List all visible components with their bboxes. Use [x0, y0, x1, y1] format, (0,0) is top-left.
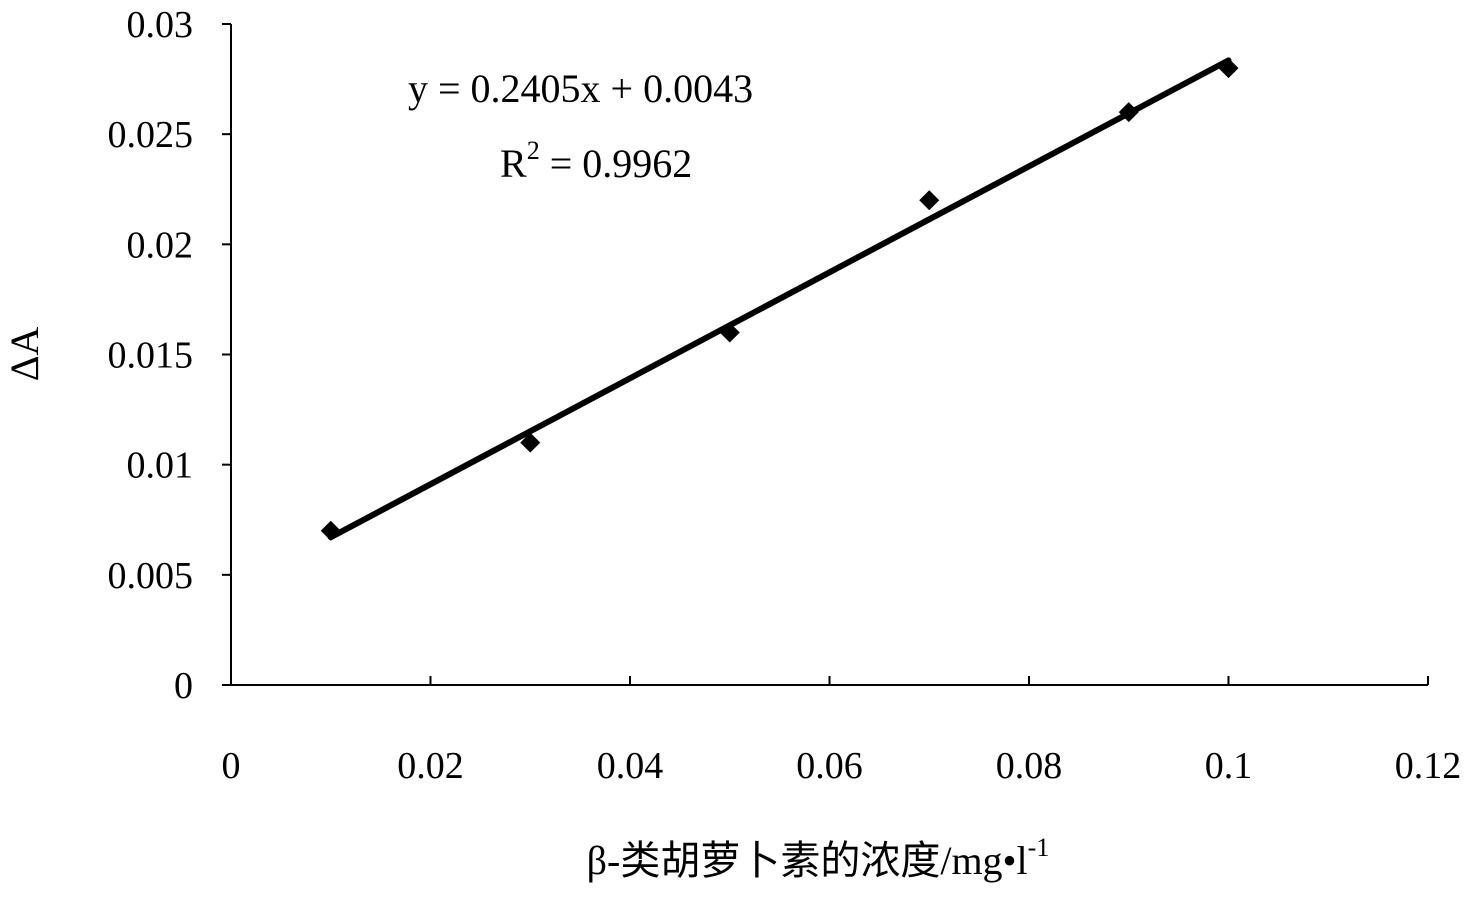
y-tick-label: 0.025 — [108, 114, 194, 156]
y-tick-label: 0.01 — [127, 445, 194, 487]
x-axis-title: β-类胡萝卜素的浓度/mg•l-1 — [587, 833, 1050, 883]
r-squared-annotation: R2 = 0.9962 — [500, 136, 692, 186]
x-tick-label: 0.04 — [597, 745, 664, 787]
y-tick-label: 0.02 — [127, 224, 194, 266]
data-point — [919, 190, 939, 210]
x-tick-label: 0.02 — [397, 745, 464, 787]
axes — [231, 24, 1428, 685]
r-squared-value: = 0.9962 — [540, 141, 693, 186]
y-tick-label: 0.03 — [127, 4, 194, 46]
y-ticks: 0 0.005 0.01 0.015 0.02 0.025 0.03 — [108, 4, 232, 707]
data-point — [321, 521, 341, 541]
x-tick-label: 0.06 — [796, 745, 863, 787]
y-axis-title: ΔA — [2, 327, 47, 382]
x-tick-label: 0.08 — [996, 745, 1063, 787]
x-tick-label: 0.1 — [1205, 745, 1253, 787]
y-tick-label: 0.015 — [108, 335, 194, 377]
y-tick-label: 0 — [174, 665, 193, 707]
x-tick-label: 0.12 — [1395, 745, 1462, 787]
trendline — [331, 60, 1229, 537]
trendline-equation: y = 0.2405x + 0.0043 — [408, 66, 753, 111]
x-axis-title-main: β-类胡萝卜素的浓度/mg•l — [587, 838, 1028, 883]
r-squared-superscript: 2 — [527, 136, 540, 165]
data-point — [720, 322, 740, 342]
x-tick-label: 0 — [222, 745, 241, 787]
x-ticks: 0 0.02 0.04 0.06 0.08 0.1 0.12 — [222, 676, 1462, 787]
trendline-group — [331, 60, 1229, 537]
x-axis-title-superscript: -1 — [1028, 833, 1050, 862]
y-tick-label: 0.005 — [108, 555, 194, 597]
r-squared-prefix: R — [500, 141, 527, 186]
